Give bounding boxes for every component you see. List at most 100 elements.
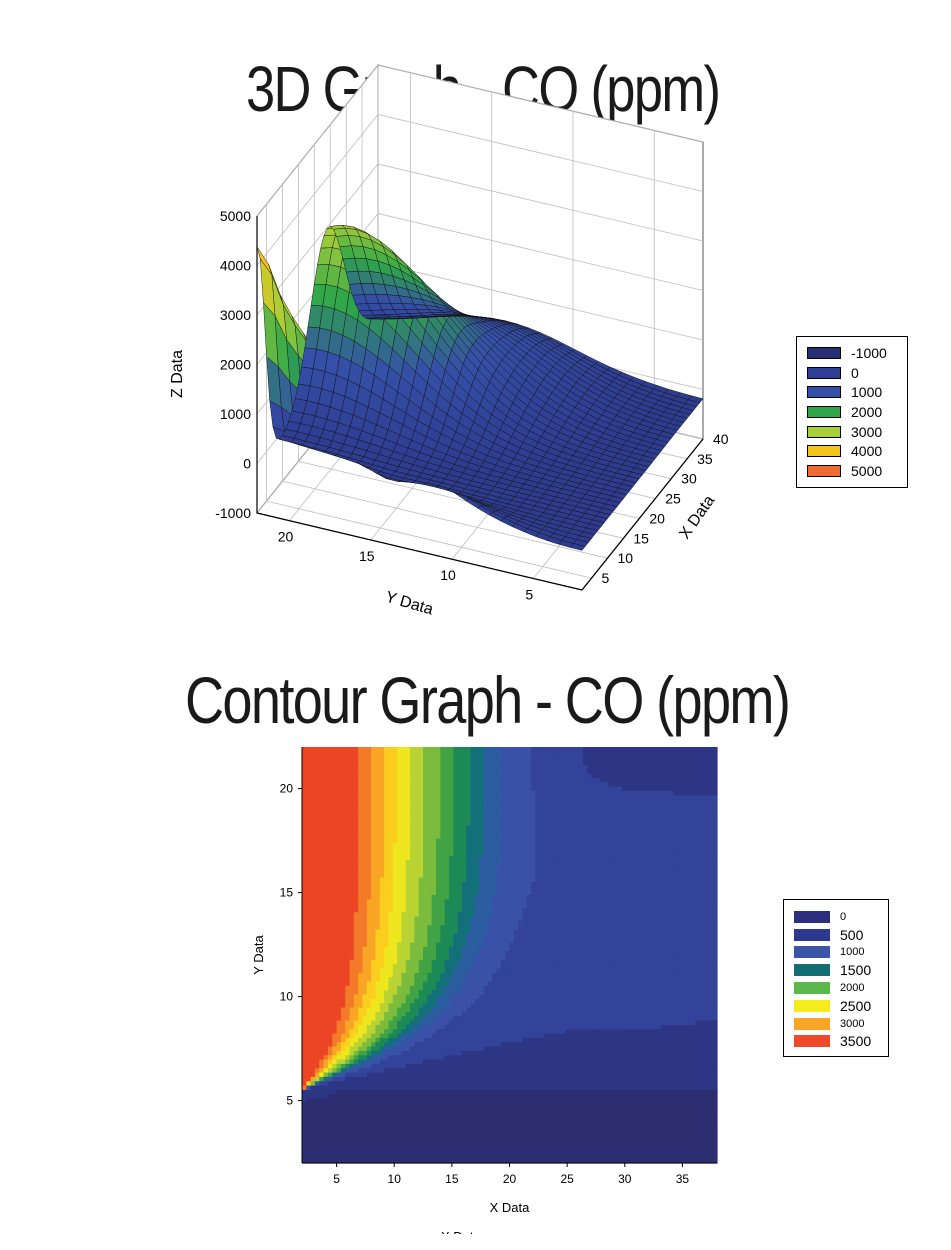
contour-cell bbox=[362, 1015, 368, 1021]
contour-cell bbox=[362, 855, 368, 861]
contour-cell bbox=[414, 1033, 420, 1038]
contour-cell bbox=[405, 1037, 411, 1043]
contour-cell bbox=[379, 864, 385, 869]
contour-cell bbox=[366, 829, 372, 835]
contour-cell bbox=[461, 1007, 467, 1012]
contour-cell bbox=[353, 1089, 359, 1095]
contour-cell bbox=[358, 838, 364, 843]
contour-cell bbox=[314, 1050, 320, 1056]
contour-cell bbox=[384, 1050, 390, 1056]
contour-cell bbox=[358, 1076, 364, 1082]
contour-cell bbox=[362, 877, 368, 882]
contour-cell bbox=[440, 1111, 446, 1116]
contour-cell bbox=[392, 1115, 398, 1121]
contour-cell bbox=[392, 833, 398, 839]
contour-cell bbox=[392, 1141, 398, 1147]
contour-cell bbox=[379, 894, 385, 900]
contour-cell bbox=[466, 1002, 472, 1008]
contour-cell bbox=[453, 972, 459, 978]
contour-cell bbox=[336, 777, 342, 783]
contour-cell bbox=[405, 1072, 411, 1077]
contour-cell bbox=[306, 1111, 312, 1116]
contour-cell bbox=[436, 820, 441, 826]
contour-cell bbox=[453, 855, 459, 861]
contour-cell bbox=[388, 859, 394, 865]
contour-cell bbox=[358, 851, 364, 856]
contour-cell bbox=[397, 755, 403, 761]
contour-cell bbox=[384, 907, 390, 913]
contour-cell bbox=[470, 760, 476, 765]
contour-cell bbox=[358, 1072, 364, 1077]
contour-cell bbox=[302, 1115, 307, 1121]
contour-cell bbox=[358, 842, 364, 848]
contour-cell bbox=[327, 1002, 333, 1008]
contour-cell bbox=[457, 790, 463, 796]
contour-cell bbox=[436, 1028, 441, 1034]
contour-cell bbox=[414, 989, 420, 995]
contour-cell bbox=[436, 937, 441, 943]
contour-cell bbox=[431, 976, 437, 982]
contour-cell bbox=[302, 994, 307, 999]
contour-cell bbox=[414, 1063, 420, 1069]
contour-cell bbox=[366, 1150, 372, 1155]
contour-cell bbox=[444, 911, 450, 917]
contour-cell bbox=[384, 1098, 390, 1103]
contour-cell bbox=[423, 859, 428, 865]
contour-cell bbox=[427, 1141, 433, 1147]
contour-cell bbox=[379, 816, 385, 822]
contour-cell bbox=[340, 890, 346, 895]
contour-cell bbox=[423, 747, 428, 752]
contour-cell bbox=[474, 1132, 480, 1138]
contour-cell bbox=[466, 1080, 472, 1086]
contour-cell bbox=[323, 1119, 329, 1125]
contour-cell bbox=[410, 1054, 415, 1060]
contour-cell bbox=[340, 976, 346, 982]
contour-cell bbox=[306, 838, 312, 843]
contour-cell bbox=[440, 1020, 446, 1025]
contour-cell bbox=[302, 998, 307, 1004]
contour-cell bbox=[375, 959, 381, 965]
contour-cell bbox=[358, 1124, 364, 1129]
contour-cell bbox=[336, 933, 342, 939]
contour-cell bbox=[470, 1098, 476, 1103]
contour-cell bbox=[392, 898, 398, 904]
contour-cell bbox=[353, 1080, 359, 1086]
contour-cell bbox=[340, 812, 346, 817]
contour-cell bbox=[388, 868, 394, 874]
contour-cell bbox=[440, 1063, 446, 1069]
contour-cell bbox=[310, 846, 316, 852]
contour-cell bbox=[470, 864, 476, 869]
contour-cell bbox=[306, 790, 312, 796]
contour-cell bbox=[314, 872, 320, 878]
contour-cell bbox=[461, 1054, 467, 1060]
contour-cell bbox=[340, 1154, 346, 1160]
contour-cell bbox=[362, 968, 368, 973]
contour-cell bbox=[336, 1067, 342, 1073]
contour-cell bbox=[332, 877, 338, 882]
contour-cell bbox=[340, 907, 346, 913]
contour-cell bbox=[440, 1067, 446, 1073]
contour-cell bbox=[397, 994, 403, 999]
contour-cell bbox=[310, 786, 316, 791]
contour-cell bbox=[427, 903, 433, 908]
contour-cell bbox=[306, 1028, 312, 1034]
contour-cell bbox=[375, 916, 381, 921]
contour-cell bbox=[388, 877, 394, 882]
contour-cell bbox=[384, 760, 390, 765]
contour-cell bbox=[379, 976, 385, 982]
contour-cell bbox=[353, 1150, 359, 1155]
contour-cell bbox=[314, 998, 320, 1004]
contour-cell bbox=[306, 760, 312, 765]
contour-cell bbox=[353, 963, 359, 969]
contour-cell bbox=[418, 760, 424, 765]
contour-cell bbox=[410, 1080, 415, 1086]
contour-cell bbox=[314, 786, 320, 791]
contour-cell bbox=[358, 950, 364, 956]
contour-cell bbox=[470, 1102, 476, 1108]
contour-cell bbox=[414, 950, 420, 956]
contour-cell bbox=[388, 1015, 394, 1021]
contour-cell bbox=[444, 1076, 450, 1082]
contour-cell bbox=[427, 1085, 433, 1090]
contour-cell bbox=[410, 859, 415, 865]
contour-cell bbox=[349, 846, 355, 852]
